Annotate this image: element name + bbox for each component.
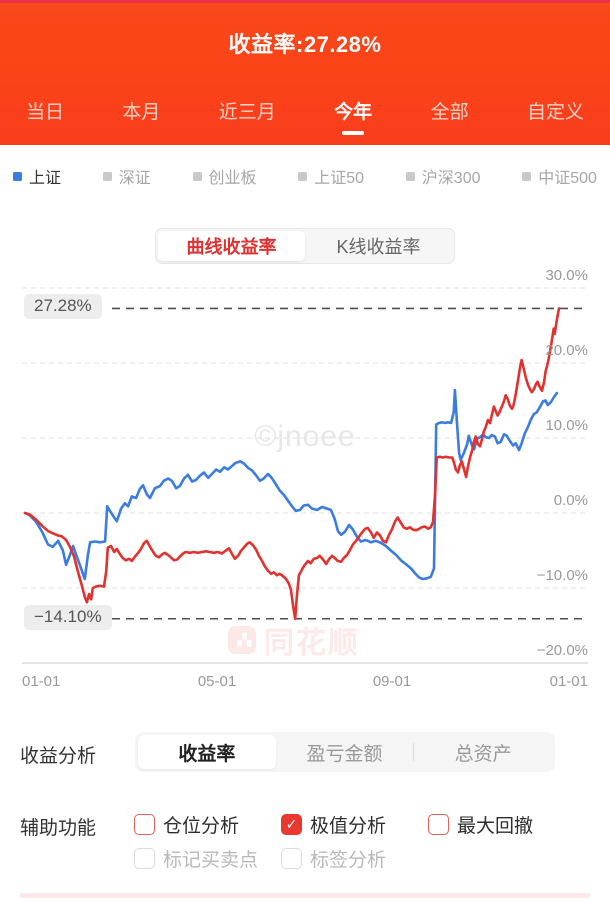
checkbox-label: 极值分析 (310, 816, 387, 837)
unchecked-checkbox-icon (134, 814, 155, 835)
chart-mode-toggle: 曲线收益率 K线收益率 (155, 228, 455, 264)
watermark-jnoee: ©jnoee (254, 420, 356, 453)
checkbox-label: 仓位分析 (163, 816, 240, 837)
legend-item-深证[interactable]: 深证 (102, 164, 151, 188)
legend-swatch-icon (13, 171, 22, 181)
tab-近三月[interactable]: 近三月 (218, 102, 276, 123)
y-axis-tick: 0.0% (553, 492, 588, 509)
annotation-badge: 27.28% (24, 294, 102, 320)
x-axis-tick: 05-01 (197, 673, 237, 690)
legend-item-上证[interactable]: 上证 (13, 164, 61, 188)
header: 收益率:27.28% 当日 本月 近三月 今年 全部 自定义 (0, 3, 610, 145)
legend-item-中证500[interactable]: 中证500 (522, 164, 597, 188)
analysis-tabs: 收益率 盈亏金额 总资产 (135, 732, 555, 772)
legend-label: 深证 (118, 170, 151, 187)
unchecked-checkbox-icon (428, 814, 449, 835)
checkbox-仓位分析[interactable]: 仓位分析 (134, 811, 239, 838)
legend-swatch-icon (102, 171, 112, 181)
legend-label: 创业板 (208, 170, 257, 187)
x-axis-tick: 01-01 (549, 673, 588, 690)
watermark-brand: ▗▚ 同花顺 (228, 618, 360, 662)
annotation-badge: −14.10% (24, 604, 112, 630)
mode-option-K线收益率[interactable]: K线收益率 (336, 237, 421, 257)
legend-swatch-icon (298, 171, 308, 181)
tab-全部[interactable]: 全部 (430, 102, 469, 123)
brand-logo-icon: ▗▚ (228, 626, 256, 654)
checkbox-label: 标签分析 (310, 850, 387, 871)
legend-item-沪深300[interactable]: 沪深300 (405, 164, 481, 188)
checkbox-最大回撤[interactable]: 最大回撤 (428, 811, 533, 838)
segment-divider (413, 743, 415, 761)
tab-自定义[interactable]: 自定义 (526, 102, 584, 123)
y-axis-tick: 10.0% (545, 417, 588, 434)
legend-label: 中证500 (538, 170, 597, 187)
brand-watermark-text: 同花顺 (264, 627, 360, 660)
series-收益率 (23, 307, 561, 621)
legend-swatch-icon (192, 171, 202, 181)
bottom-accent-bar (20, 893, 590, 898)
y-axis-tick: 30.0% (545, 267, 588, 284)
legend-swatch-icon (405, 171, 415, 181)
tab-当日[interactable]: 当日 (26, 102, 65, 123)
aux-options-row-2: 标记买卖点 标签分析 (0, 845, 610, 872)
x-axis-tick: 09-01 (372, 673, 412, 690)
legend-item-上证50[interactable]: 上证50 (298, 164, 364, 188)
tab-本月[interactable]: 本月 (122, 102, 161, 123)
checkbox-标记买卖点[interactable]: 标记买卖点 (134, 845, 258, 872)
x-axis-tick: 01-01 (22, 673, 61, 690)
legend-label: 上证50 (314, 170, 365, 187)
period-tabs: 当日 本月 近三月 今年 全部 自定义 (0, 100, 610, 126)
aux-section-label: 辅助功能 (20, 818, 97, 839)
checkbox-label: 标记买卖点 (163, 850, 259, 871)
status-bar (0, 0, 610, 3)
mode-option-曲线收益率[interactable]: 曲线收益率 (158, 231, 305, 261)
analysis-tab-总资产[interactable]: 总资产 (454, 743, 512, 765)
analysis-section-label: 收益分析 (20, 746, 97, 767)
legend-label: 沪深300 (421, 170, 481, 187)
aux-options-row-1: 仓位分析 ✓ 极值分析 最大回撤 (0, 811, 610, 838)
checkbox-标签分析[interactable]: 标签分析 (281, 845, 386, 872)
legend-swatch-icon (522, 171, 532, 181)
y-axis-tick: −20.0% (536, 642, 588, 659)
y-axis-tick: 20.0% (545, 342, 588, 359)
y-axis-tick: −10.0% (536, 567, 588, 584)
returns-line-chart (22, 287, 588, 664)
unchecked-checkbox-icon (281, 848, 302, 869)
series-上证 (23, 388, 559, 581)
page-title: 收益率:27.28% (228, 32, 382, 57)
checked-checkbox-icon: ✓ (281, 814, 302, 835)
checkbox-label: 最大回撤 (457, 816, 534, 837)
legend-label: 上证 (29, 170, 62, 187)
analysis-tab-盈亏金额[interactable]: 盈亏金额 (306, 743, 383, 765)
analysis-tab-收益率[interactable]: 收益率 (138, 735, 276, 769)
legend-item-创业板[interactable]: 创业板 (192, 164, 257, 188)
unchecked-checkbox-icon (134, 848, 155, 869)
index-legend: 上证 深证 创业板 上证50 沪深300 中证500 (0, 163, 610, 189)
checkbox-极值分析[interactable]: ✓ 极值分析 (281, 811, 386, 838)
tab-今年[interactable]: 今年 (334, 100, 372, 126)
